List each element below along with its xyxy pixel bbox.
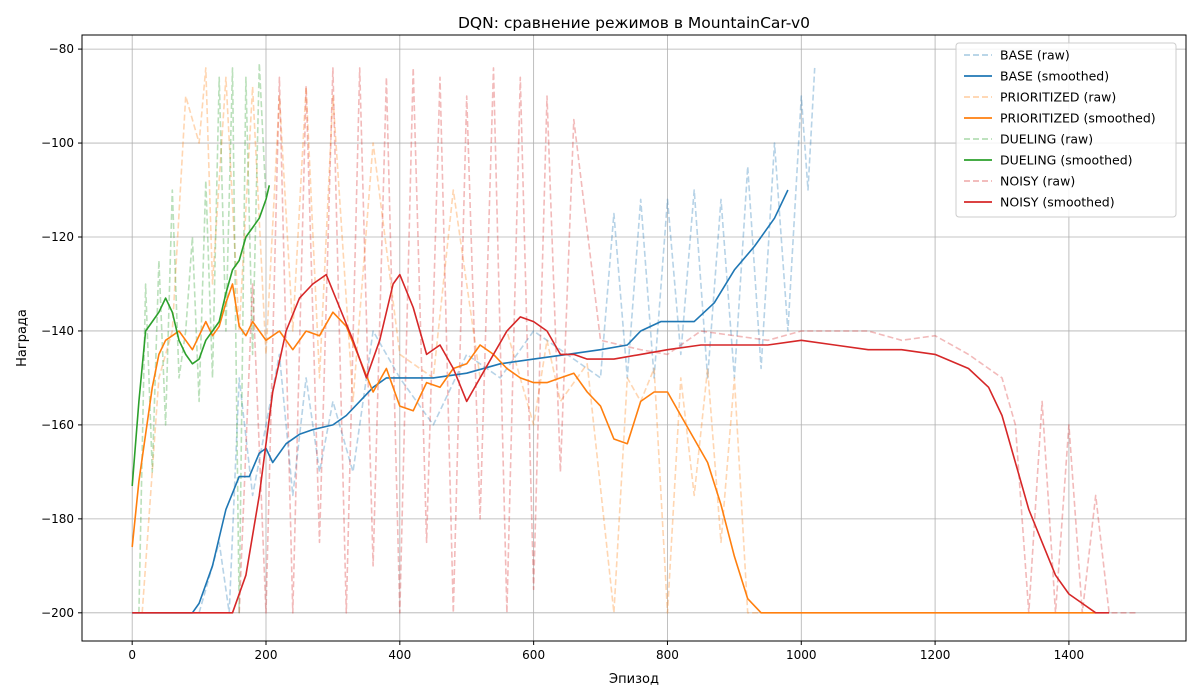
- y-tick-label--200: −200: [41, 606, 74, 620]
- y-tick-label--80: −80: [49, 42, 74, 56]
- y-tick-label--140: −140: [41, 324, 74, 338]
- x-tick-label-600: 600: [522, 648, 545, 662]
- series-line-dueling-smoothed: [131, 185, 271, 487]
- legend-label-dueling-raw: DUELING (raw): [1000, 132, 1093, 147]
- series-line-prioritized-smoothed: [131, 283, 1096, 614]
- x-tick-label-400: 400: [388, 648, 411, 662]
- y-tick-label--100: −100: [41, 136, 74, 150]
- x-tick-label-0: 0: [128, 648, 136, 662]
- y-tick-label--120: −120: [41, 230, 74, 244]
- x-tick-label-1400: 1400: [1054, 648, 1085, 662]
- series-line-noisy-raw: [238, 67, 1136, 614]
- y-tick-label--180: −180: [41, 512, 74, 526]
- legend: BASE (raw) BASE (smoothed) PRIORITIZED (ra…: [955, 42, 1177, 218]
- smoothed-series-layer: [131, 185, 1110, 614]
- legend-label-base-smoothed: BASE (smoothed): [1000, 69, 1109, 84]
- x-tick-label-200: 200: [255, 648, 278, 662]
- legend-label-dueling-smoothed: DUELING (smoothed): [1000, 153, 1133, 168]
- legend-label-prioritized-smoothed: PRIORITIZED (smoothed): [1000, 111, 1156, 126]
- plot-frame: [81, 34, 1187, 642]
- x-tick-label-1200: 1200: [920, 648, 951, 662]
- tick-layer: 0 200 400 600 800 1000 1200 1400 −200 −180 −160 −14…: [41, 42, 1084, 662]
- legend-label-noisy-smoothed: NOISY (smoothed): [1000, 195, 1115, 210]
- y-axis-title: Награда: [15, 309, 30, 367]
- x-axis-title: Эпизод: [609, 672, 659, 687]
- x-tick-label-1000: 1000: [786, 648, 817, 662]
- legend-label-noisy-raw: NOISY (raw): [1000, 174, 1075, 189]
- series-line-noisy-smoothed: [132, 273, 1110, 614]
- legend-box: [955, 42, 1177, 218]
- y-tick-label--160: −160: [41, 418, 74, 432]
- series-line-base-smoothed: [132, 189, 789, 614]
- series-line-dueling-raw: [138, 62, 267, 614]
- legend-label-prioritized-raw: PRIORITIZED (raw): [1000, 90, 1116, 105]
- x-tick-label-800: 800: [656, 648, 679, 662]
- chart-title: DQN: сравнение режимов в MountainCar-v0: [458, 14, 810, 32]
- legend-label-base-raw: BASE (raw): [1000, 48, 1070, 63]
